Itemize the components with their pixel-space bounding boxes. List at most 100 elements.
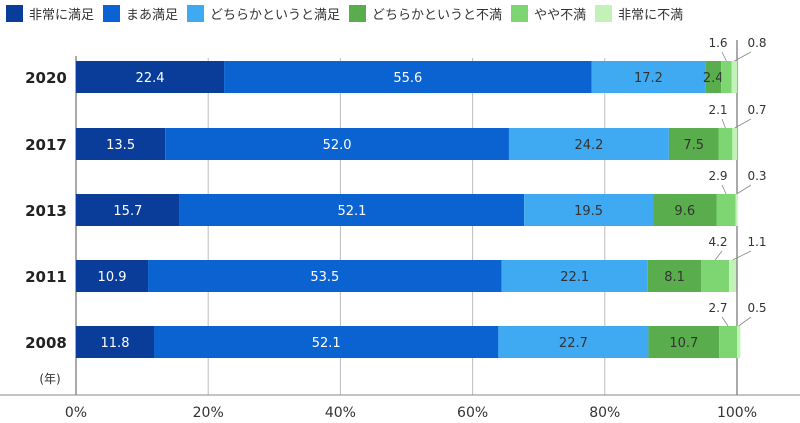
legend-item: やや不満 (511, 4, 586, 23)
outer-value-label: 0.3 (747, 169, 766, 183)
bar-segment (508, 128, 669, 160)
legend-label: どちらかというと満足 (210, 7, 341, 23)
bar-segment (737, 326, 741, 358)
legend-label: やや不満 (534, 7, 587, 23)
legend-swatch (187, 4, 205, 22)
category-label: 2020 (25, 69, 67, 87)
x-tick-label: 60% (457, 405, 488, 421)
bar-value-label: 52.0 (323, 138, 352, 153)
bar-segment (729, 260, 737, 292)
bar-segment (76, 260, 149, 292)
legend-label: まあ満足 (126, 7, 179, 23)
bar-value-label: 7.5 (683, 138, 704, 153)
legend-swatch (511, 4, 529, 22)
category-label: 2013 (25, 202, 67, 220)
x-tick-label: 80% (589, 405, 620, 421)
bar-segment (153, 326, 499, 358)
leader-line (721, 184, 727, 195)
bar-value-label: 17.2 (634, 71, 663, 86)
bar-segment (716, 194, 736, 226)
bar-segment (591, 61, 706, 93)
outer-value-label: 2.1 (708, 103, 727, 117)
bar-value-label: 15.7 (113, 204, 142, 219)
leader-line (734, 51, 752, 62)
chart-legend: 非常に満足 まあ満足 どちらかというと満足 どちらかというと不満 やや不満 非常に不満 (6, 2, 692, 24)
bar-segment (668, 128, 719, 160)
bar-segment (732, 128, 737, 160)
bar-segment (165, 128, 509, 160)
bar-segment (148, 260, 502, 292)
leader-line (738, 316, 752, 327)
bar-value-label: 22.1 (560, 270, 589, 285)
legend-item: 非常に満足 (6, 4, 94, 23)
x-tick-label: 0% (65, 405, 87, 421)
outer-value-label: 4.2 (708, 235, 727, 249)
bar-value-label: 22.4 (136, 71, 165, 86)
bar-segment (705, 61, 722, 93)
leader-line (736, 184, 752, 195)
legend-swatch (103, 4, 121, 22)
leader-line (721, 51, 727, 62)
outer-value-label: 1.6 (708, 36, 727, 50)
x-tick-label: 40% (325, 405, 356, 421)
leader-line (734, 118, 752, 129)
bar-value-label: 10.9 (98, 270, 127, 285)
legend-label: 非常に不満 (618, 7, 684, 23)
bar-value-label: 19.5 (574, 204, 603, 219)
legend-item: まあ満足 (103, 4, 178, 23)
bar-value-label: 10.7 (669, 336, 698, 351)
bar-value-label: 8.1 (664, 270, 685, 285)
bar-value-label: 11.8 (101, 336, 130, 351)
bar-segment (648, 326, 720, 358)
bar-segment (647, 260, 702, 292)
legend-label: どちらかというと不満 (372, 7, 503, 23)
bar-value-label: 24.2 (574, 138, 603, 153)
bar-segment (76, 326, 154, 358)
category-label: 2011 (25, 268, 67, 286)
bar-segment (179, 194, 525, 226)
bar-segment (735, 194, 738, 226)
bar-segment (721, 61, 732, 93)
bar-value-label: 9.6 (674, 204, 695, 219)
outer-value-label: 0.7 (747, 103, 766, 117)
outer-value-label: 0.5 (747, 301, 766, 315)
leader-line (721, 118, 726, 129)
leader-line (721, 316, 729, 327)
bar-value-label: 2.4 (703, 71, 724, 86)
bar-segment (524, 194, 654, 226)
bar-value-label: 52.1 (312, 336, 341, 351)
bar-segment (76, 128, 166, 160)
x-tick-label: 100% (717, 405, 757, 421)
bar-segment (501, 260, 648, 292)
bar-value-label: 52.1 (337, 204, 366, 219)
legend-swatch (595, 4, 613, 22)
leader-line (714, 250, 723, 261)
legend-swatch (349, 4, 367, 22)
bar-segment (731, 61, 737, 93)
bar-value-label: 55.6 (393, 71, 422, 86)
legend-item: 非常に不満 (595, 4, 683, 23)
category-label: 2017 (25, 136, 67, 154)
bar-segment (76, 194, 180, 226)
bar-segment (224, 61, 592, 93)
bar-segment (719, 326, 737, 358)
category-axis-unit: (年) (39, 372, 60, 386)
bar-value-label: 22.7 (559, 336, 588, 351)
outer-value-label: 0.8 (747, 36, 766, 50)
bar-segment (498, 326, 649, 358)
legend-item: どちらかというと満足 (187, 4, 340, 23)
bar-value-label: 13.5 (106, 138, 135, 153)
bar-value-label: 53.5 (310, 270, 339, 285)
leader-line (732, 250, 752, 261)
x-tick-label: 20% (193, 405, 224, 421)
category-label: 2008 (25, 334, 67, 352)
outer-value-label: 2.9 (708, 169, 727, 183)
bar-segment (701, 260, 730, 292)
bar-segment (718, 128, 733, 160)
bar-segment (653, 194, 717, 226)
outer-value-label: 2.7 (708, 301, 727, 315)
outer-value-label: 1.1 (747, 235, 766, 249)
legend-label: 非常に満足 (29, 7, 95, 23)
bar-segment (76, 61, 225, 93)
